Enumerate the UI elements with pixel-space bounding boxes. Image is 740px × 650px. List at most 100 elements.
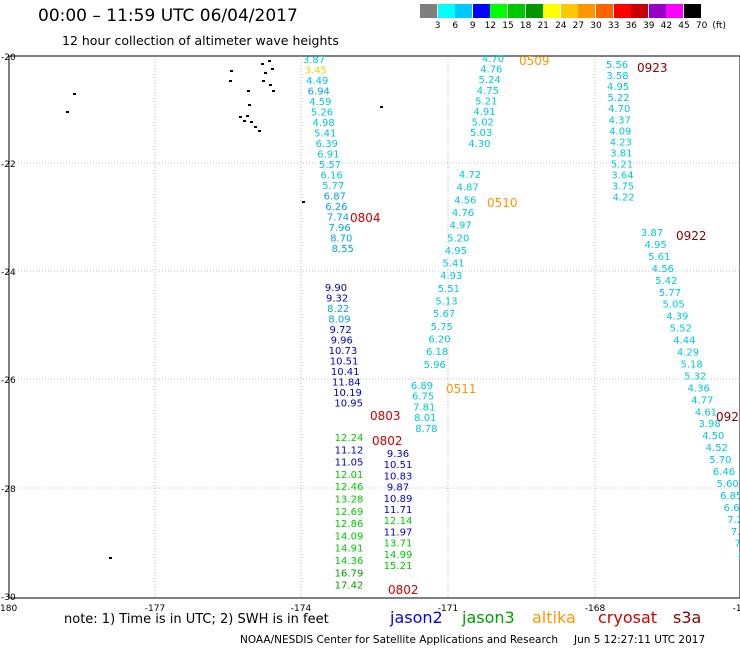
wave-height-value: 12.01 — [335, 470, 364, 481]
map-frame — [8, 55, 740, 599]
pass-time-label: 0802 — [388, 583, 419, 597]
wave-height-value: 6.85 — [720, 491, 740, 502]
wave-height-value: 6.61 — [724, 503, 740, 514]
satellite-pass: 6.896.757.818.018.78 0511 — [411, 381, 477, 435]
wave-height-value: 4.50 — [702, 431, 724, 442]
wave-height-value: 3.98 — [698, 419, 720, 430]
wave-height-value: 4.87 — [457, 183, 479, 194]
wave-height-value: 4.76 — [480, 65, 502, 76]
wave-height-value: 9.96 — [331, 336, 353, 347]
wave-height-value: 4.44 — [673, 336, 695, 347]
lat-tick-label: -26 — [1, 376, 16, 386]
wave-height-value: 3.58 — [606, 71, 628, 82]
colorbar-label: 36 — [625, 21, 637, 31]
wave-height-value: 7.47 — [734, 539, 740, 550]
wave-height-value: 6.26 — [325, 202, 347, 213]
colorbar-swatch — [525, 4, 543, 18]
wave-height-value: 5.56 — [606, 60, 628, 71]
wave-height-value: 8.70 — [330, 234, 352, 245]
wave-height-value: 4.93 — [440, 271, 462, 282]
wave-height-value: 7.74 — [327, 213, 349, 224]
island-marker — [380, 106, 383, 108]
wave-height-value: 4.77 — [691, 395, 713, 406]
colorbar-swatch — [490, 4, 508, 18]
colorbar-label: 18 — [519, 21, 532, 31]
island-marker — [229, 80, 232, 82]
colorbar-label: 6 — [452, 21, 459, 31]
colorbar-swatch — [437, 4, 455, 18]
wave-height-value: 5.41 — [314, 129, 336, 140]
wave-height-value: 7.25 — [727, 515, 740, 526]
pass-time-label: 0509 — [519, 54, 550, 68]
pass-time-label: 0803 — [370, 409, 401, 423]
wave-height-value: 5.96 — [424, 360, 446, 371]
legend-cryosat: cryosat — [598, 608, 658, 627]
wave-height-value: 4.97 — [449, 221, 471, 232]
wave-height-value: 10.51 — [384, 460, 413, 471]
colorbar-label: 3 — [434, 21, 441, 31]
wave-height-value: 14.91 — [335, 544, 364, 555]
island-marker — [247, 90, 250, 92]
wave-height-value: 4.30 — [468, 139, 490, 150]
colorbar-swatch — [613, 4, 631, 18]
island-marker — [250, 121, 253, 123]
wave-height-value: 6.18 — [426, 347, 448, 358]
colorbar-label: 70 — [695, 21, 708, 31]
wave-height-value: 4.75 — [477, 86, 499, 97]
colorbar-label: 9 — [469, 21, 476, 31]
satellite-pass: 5.563.584.955.224.704.374.094.233.815.21… — [606, 60, 668, 204]
colorbar-swatch — [420, 4, 437, 18]
lat-tick-label: -28 — [1, 485, 16, 495]
wave-height-value: 4.72 — [459, 170, 481, 181]
island-marker — [66, 111, 69, 113]
wave-height-value: 6.75 — [412, 392, 434, 403]
wave-height-value: 8.01 — [414, 413, 436, 424]
wave-height-value: 5.03 — [470, 128, 492, 139]
lon-tick-label: -177 — [145, 604, 165, 614]
wave-height-value: 10.51 — [330, 357, 359, 368]
legend-s3a: s3a — [673, 608, 702, 627]
wave-height-value: 4.37 — [609, 115, 631, 126]
colorbar-swatch — [631, 4, 649, 18]
lon-tick-label: -168 — [585, 604, 606, 614]
satellite-pass: 092 — [716, 410, 739, 424]
wave-height-value: 5.75 — [431, 322, 453, 333]
credit-line: NOAA/NESDIS Center for Satellite Applica… — [240, 634, 558, 646]
wave-height-value: 15.21 — [384, 561, 413, 572]
wave-height-value: 5.42 — [655, 276, 677, 287]
wave-height-value: 17.42 — [335, 581, 364, 592]
wave-height-value: 9.90 — [325, 283, 347, 294]
pass-time-label: 0923 — [637, 61, 668, 75]
wave-height-value: 11.05 — [335, 458, 364, 469]
wave-height-value: 10.19 — [333, 388, 362, 399]
wave-height-value: 7.36 — [731, 527, 740, 538]
wave-height-value: 5.18 — [680, 359, 702, 370]
wave-height-value: 3.87 — [641, 228, 663, 239]
wave-height-value: 4.09 — [609, 126, 631, 137]
wave-height-value: 5.13 — [435, 297, 457, 308]
lat-tick-label: -30 — [1, 593, 16, 603]
legend-jason2: jason2 — [390, 608, 443, 627]
wave-height-value: 11.97 — [384, 527, 413, 538]
wave-height-value: 4.95 — [607, 82, 629, 93]
pass-time-label: 0511 — [446, 382, 477, 396]
colorbar-swatch — [455, 4, 473, 18]
island-marker — [243, 120, 246, 122]
colorbar-label: 21 — [537, 21, 549, 31]
wave-height-value: 11.71 — [384, 505, 413, 516]
wave-height-value: 4.98 — [312, 118, 334, 129]
colorbar-swatch — [684, 4, 701, 18]
wave-height-value: 5.60 — [716, 479, 738, 490]
wave-height-value: 4.56 — [652, 264, 674, 275]
satellite-pass: 3.873.454.496.944.595.264.985.416.396.91… — [303, 55, 381, 255]
wave-height-value: 6.39 — [316, 139, 338, 150]
wave-height-value: 5.77 — [322, 181, 344, 192]
wave-height-value: 3.64 — [611, 171, 633, 182]
wave-height-value: 6.94 — [308, 87, 330, 98]
wave-height-value: 5.05 — [662, 300, 684, 311]
island-marker — [271, 68, 274, 70]
wave-height-value: 8.22 — [327, 304, 349, 315]
wave-height-value: 8.78 — [415, 424, 437, 435]
wave-height-value: 5.41 — [442, 259, 464, 270]
